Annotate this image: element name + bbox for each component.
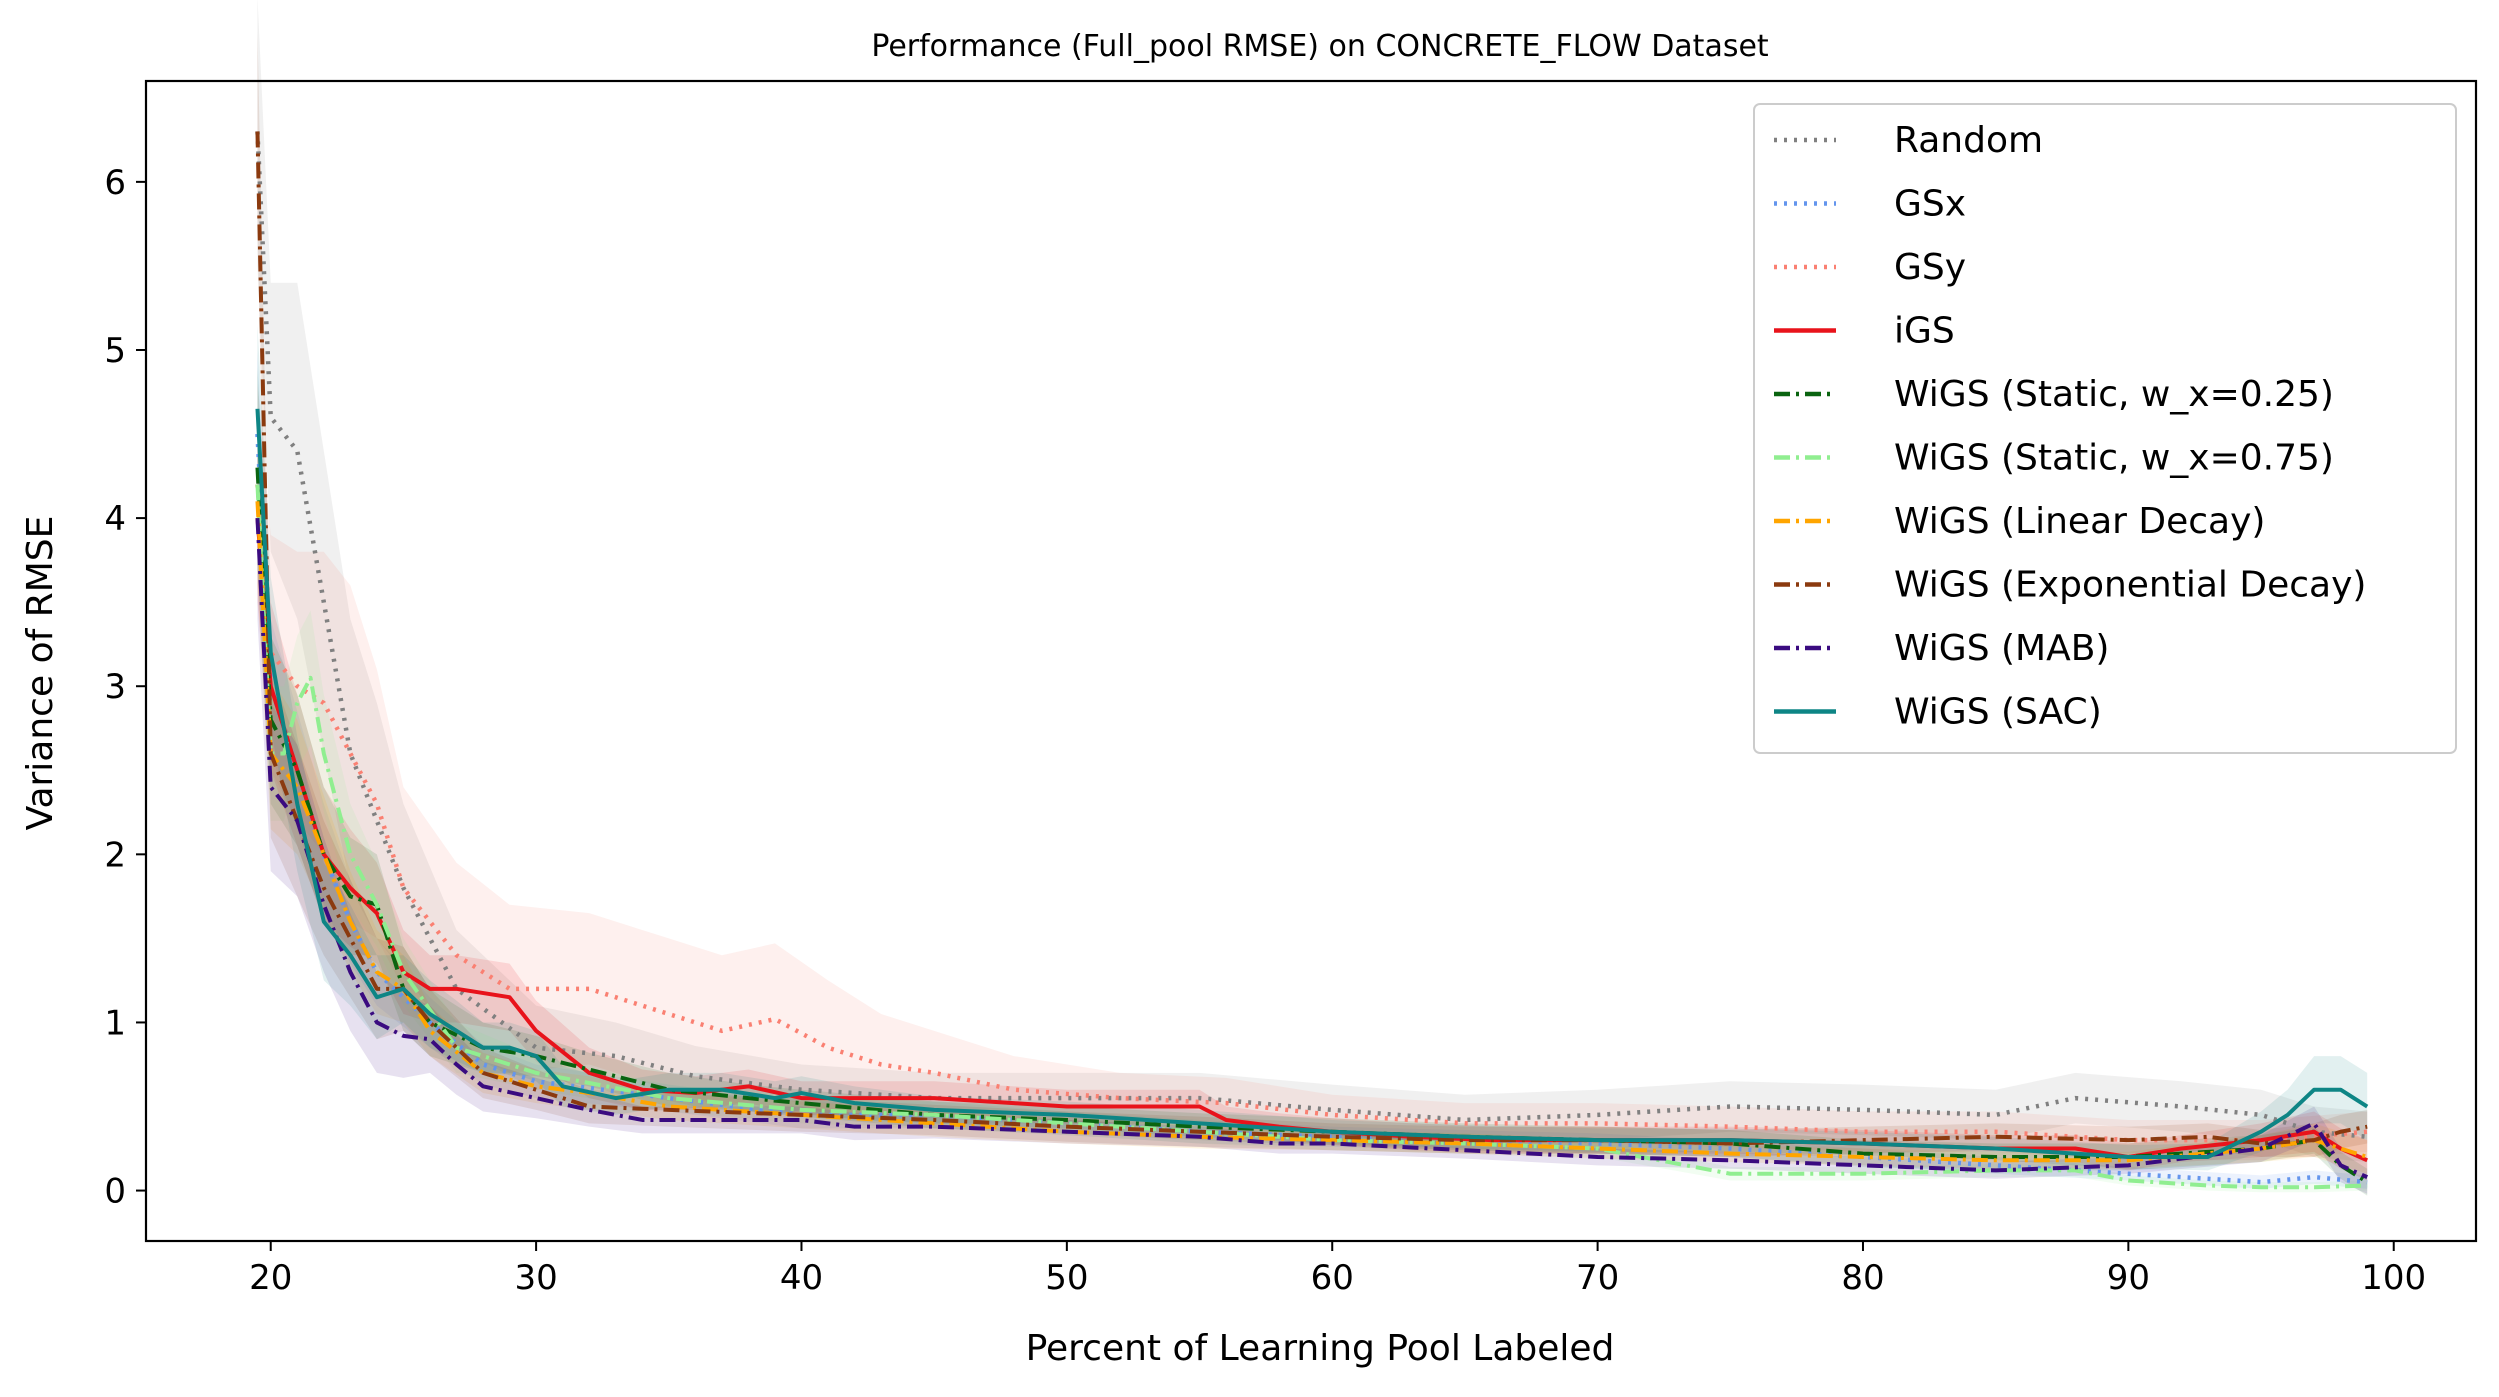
legend-label: Random xyxy=(1894,120,2043,161)
legend-label: WiGS (Static, w_x=0.75) xyxy=(1894,438,2334,479)
x-tick-label: 50 xyxy=(1045,1258,1088,1298)
series-lines xyxy=(255,131,2369,1190)
x-tick-label: 30 xyxy=(514,1258,557,1298)
chart-title: Performance (Full_pool RMSE) on CONCRETE… xyxy=(871,29,1769,64)
series-line-wigs-linear-decay xyxy=(255,501,2368,1163)
series-line-igs xyxy=(255,517,2369,1163)
y-tick-label: 5 xyxy=(104,331,126,371)
legend: Random GSx GSy iGS WiGS (Static, w_x=0.25) Wi… xyxy=(1753,103,2457,754)
x-tick-label: 80 xyxy=(1841,1258,1884,1298)
series-line-gsy xyxy=(255,484,2368,1143)
y-tick-label: 0 xyxy=(104,1172,126,1212)
y-tick-label: 1 xyxy=(104,1003,126,1043)
legend-label: WiGS (MAB) xyxy=(1894,628,2109,669)
x-axis-label: Percent of Learning Pool Labeled xyxy=(1026,1328,1615,1369)
y-axis-ticks: 0 1 2 3 4 5 6 xyxy=(104,163,146,1212)
legend-label: iGS xyxy=(1894,311,1955,352)
y-tick-label: 4 xyxy=(104,499,126,539)
x-tick-label: 70 xyxy=(1576,1258,1619,1298)
band-random xyxy=(257,0,2368,1162)
series-line-random xyxy=(255,131,2368,1140)
y-tick-label: 3 xyxy=(104,667,126,707)
x-tick-label: 40 xyxy=(780,1258,823,1298)
series-line-wigs-exponential-decay xyxy=(255,131,2368,1146)
x-tick-label: 90 xyxy=(2107,1258,2150,1298)
y-tick-label: 6 xyxy=(104,163,126,203)
plot-frame xyxy=(144,79,2478,1243)
series-line-wigs-mab xyxy=(255,518,2369,1179)
series-line-wigs-static-w-x-0-75 xyxy=(255,484,2368,1190)
band-gsy xyxy=(257,383,2368,1161)
series-line-wigs-static-w-x-0-25 xyxy=(255,467,2369,1184)
legend-label: GSy xyxy=(1894,247,1966,288)
x-tick-label: 60 xyxy=(1311,1258,1354,1298)
series-line-wigs-sac xyxy=(255,408,2369,1159)
legend-box xyxy=(1753,103,2457,754)
legend-label: WiGS (Static, w_x=0.25) xyxy=(1894,374,2334,415)
legend-label: WiGS (SAC) xyxy=(1894,692,2102,733)
y-tick-label: 2 xyxy=(104,835,126,875)
y-axis-label: Variance of RMSE xyxy=(20,516,61,831)
band-wigs-exponential-decay xyxy=(257,30,2368,1157)
x-tick-label: 20 xyxy=(249,1258,292,1298)
x-tick-label: 100 xyxy=(2361,1258,2426,1298)
legend-label: GSx xyxy=(1894,184,1966,225)
confidence-bands xyxy=(257,0,2368,1196)
legend-label: WiGS (Linear Decay) xyxy=(1894,501,2265,542)
x-axis-ticks: 20 30 40 50 60 70 80 90 100 xyxy=(249,1241,2426,1298)
legend-label: WiGS (Exponential Decay) xyxy=(1894,565,2366,606)
